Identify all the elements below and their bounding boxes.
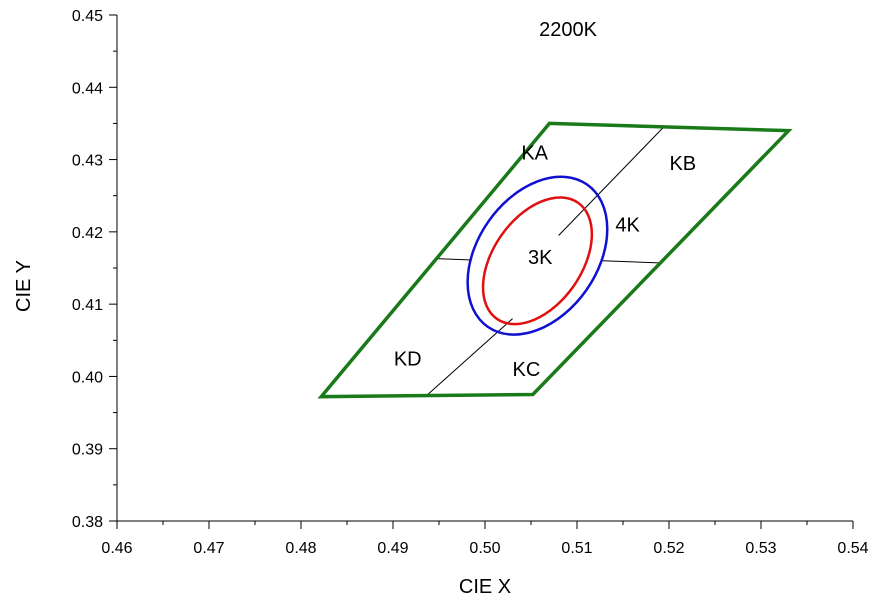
ellipse-3k xyxy=(481,196,594,326)
y-tick-label: 0.43 xyxy=(72,153,103,170)
x-tick-label: 0.54 xyxy=(837,540,868,557)
x-tick-label: 0.50 xyxy=(469,540,500,557)
bin-divider-line xyxy=(436,258,473,261)
y-tick-label: 0.38 xyxy=(72,514,103,531)
y-tick-label: 0.42 xyxy=(72,225,103,242)
region-label-kb: KB xyxy=(669,153,696,175)
x-tick-label: 0.52 xyxy=(653,540,684,557)
region-label-3k: 3K xyxy=(528,247,553,269)
region-label-ka: KA xyxy=(521,142,548,164)
x-tick-label: 0.49 xyxy=(377,540,408,557)
x-tick-label: 0.53 xyxy=(745,540,776,557)
y-tick-label: 0.44 xyxy=(72,80,103,97)
chart-title: 2200K xyxy=(539,19,597,41)
y-tick-label: 0.41 xyxy=(72,297,103,314)
bin-divider-line xyxy=(558,125,665,236)
y-axis-title: CIE Y xyxy=(13,260,35,312)
plot-area: KA KB 4K 3K KD KC xyxy=(317,121,793,399)
x-axis-title: CIE X xyxy=(459,576,511,598)
x-tick-label: 0.51 xyxy=(561,540,592,557)
ellipse-4k xyxy=(466,175,609,336)
bin-divider-line xyxy=(425,318,513,397)
bin-divider-line xyxy=(602,260,663,264)
bin-boundary-quadrilateral xyxy=(317,121,793,399)
x-tick-label: 0.48 xyxy=(285,540,316,557)
ticks: 0.46 0.47 0.48 0.49 0.50 0.51 0.52 0.53 0.54 0.38… xyxy=(72,8,869,557)
y-tick-label: 0.45 xyxy=(72,8,103,25)
region-label-kd: KD xyxy=(394,348,422,370)
region-label-4k: 4K xyxy=(615,215,640,237)
x-tick-label: 0.46 xyxy=(101,540,132,557)
y-tick-label: 0.40 xyxy=(72,369,103,386)
y-tick-label: 0.39 xyxy=(72,442,103,459)
x-tick-label: 0.47 xyxy=(193,540,224,557)
region-label-kc: KC xyxy=(513,359,541,381)
